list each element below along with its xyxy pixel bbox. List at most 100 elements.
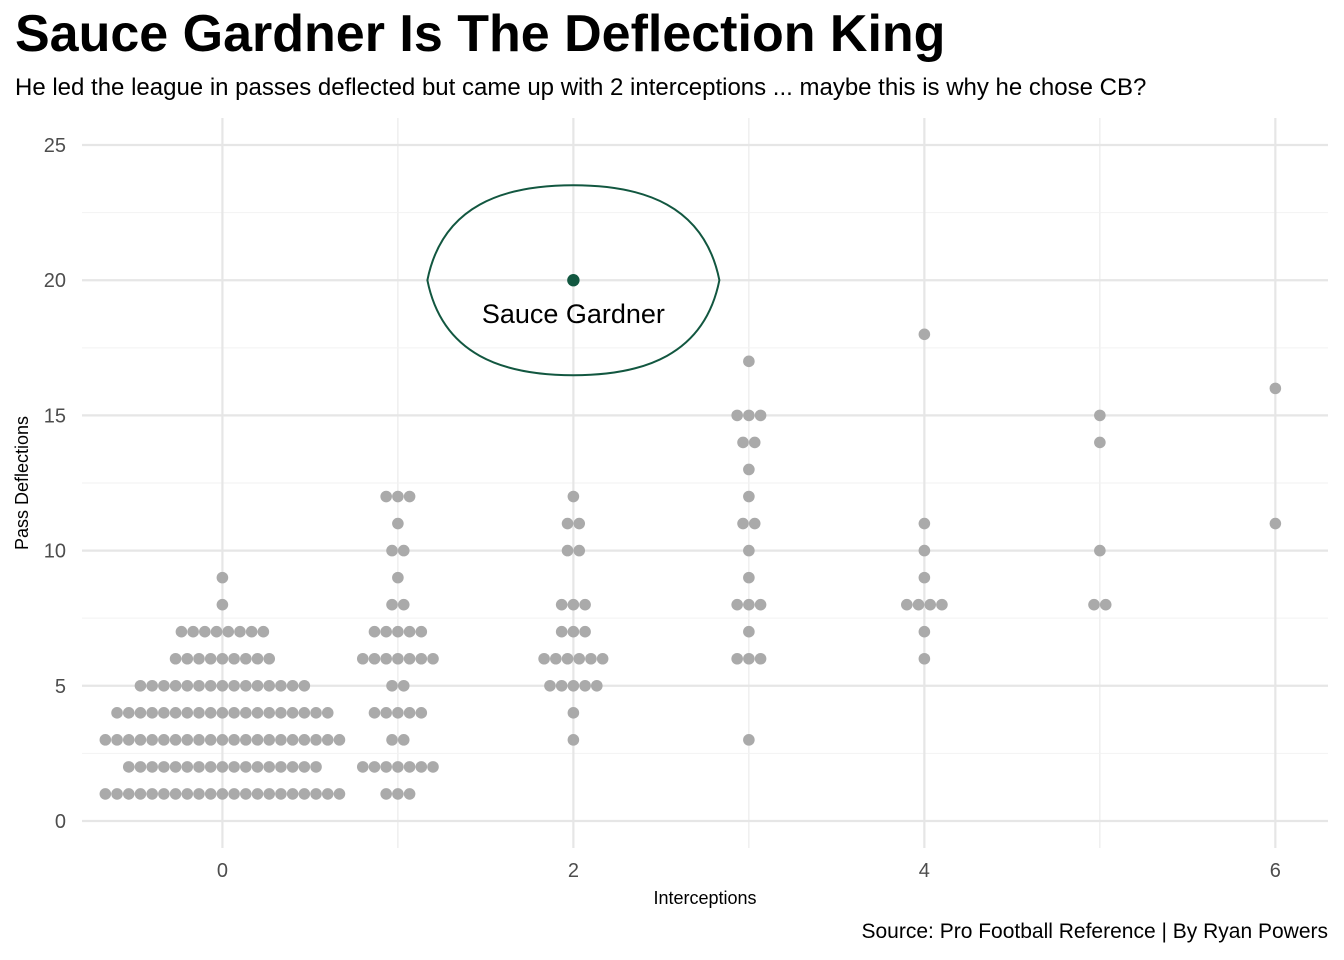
data-point: [99, 788, 112, 800]
data-point: [275, 761, 287, 773]
data-point: [386, 734, 398, 746]
y-tick-label: 15: [44, 405, 66, 427]
data-point: [567, 679, 580, 692]
data-point: [397, 598, 410, 611]
data-point: [146, 788, 158, 800]
data-point: [251, 788, 264, 800]
data-point: [743, 490, 755, 503]
data-point: [122, 734, 135, 746]
data-point: [298, 788, 311, 800]
data-point: [403, 788, 416, 800]
data-point: [1269, 517, 1282, 530]
data-point: [216, 652, 229, 665]
data-point: [240, 761, 252, 773]
data-point: [263, 788, 276, 800]
data-point: [228, 652, 240, 665]
data-point: [737, 436, 749, 449]
data-point: [169, 761, 182, 773]
data-point: [257, 625, 270, 638]
data-point: [737, 517, 749, 530]
data-point: [146, 761, 158, 773]
data-point: [122, 788, 135, 800]
data-point: [146, 707, 158, 719]
data-point: [748, 436, 761, 449]
football-outline: [426, 184, 721, 377]
data-point: [193, 761, 205, 773]
data-point: [380, 652, 392, 665]
data-point: [392, 761, 404, 773]
data-point: [731, 598, 743, 611]
data-point: [199, 625, 211, 638]
data-point: [901, 598, 913, 611]
data-point: [286, 679, 299, 692]
chart-caption: Source: Pro Football Reference | By Ryan…: [861, 920, 1328, 943]
data-point: [743, 409, 755, 422]
data-point: [380, 761, 392, 773]
data-point: [158, 761, 170, 773]
data-point: [275, 788, 287, 800]
data-point: [204, 788, 217, 800]
data-point: [1094, 544, 1106, 557]
data-point: [918, 517, 931, 530]
data-point: [743, 598, 755, 611]
data-point: [228, 761, 240, 773]
data-point: [743, 625, 755, 638]
data-point: [573, 652, 586, 665]
data-point: [204, 679, 217, 692]
data-point: [403, 761, 416, 773]
data-point: [240, 707, 252, 719]
data-point: [169, 734, 182, 746]
data-point: [918, 625, 931, 638]
data-point: [240, 734, 252, 746]
data-point: [169, 652, 182, 665]
data-point: [573, 517, 586, 530]
data-point: [193, 707, 205, 719]
data-point: [403, 652, 416, 665]
data-point: [321, 788, 334, 800]
data-point: [181, 734, 194, 746]
x-axis-title: Interceptions: [653, 888, 756, 908]
data-point: [386, 679, 398, 692]
data-point: [228, 707, 240, 719]
data-point: [158, 734, 170, 746]
data-point: [216, 707, 229, 719]
data-point: [251, 761, 264, 773]
data-point: [240, 652, 252, 665]
data-point: [936, 598, 948, 611]
data-point: [924, 598, 937, 611]
highlight-label: Sauce Gardner: [482, 299, 665, 329]
data-point: [368, 625, 381, 638]
data-point: [567, 598, 580, 611]
data-point: [222, 625, 235, 638]
data-point: [1088, 598, 1100, 611]
data-point: [204, 734, 217, 746]
y-tick-label: 5: [55, 676, 66, 698]
data-point: [567, 707, 580, 719]
data-point: [427, 652, 439, 665]
data-point: [134, 679, 147, 692]
data-point: [263, 707, 276, 719]
data-point: [415, 625, 428, 638]
data-point: [397, 544, 410, 557]
data-point: [380, 625, 392, 638]
data-point: [228, 734, 240, 746]
data-point: [134, 761, 147, 773]
data-point: [918, 328, 931, 341]
chart-title: Sauce Gardner Is The Deflection King: [15, 5, 946, 63]
data-point: [321, 734, 334, 746]
data-point: [415, 652, 428, 665]
data-point: [240, 788, 252, 800]
data-point: [403, 625, 416, 638]
data-point: [550, 652, 562, 665]
data-point: [234, 625, 246, 638]
y-tick-label: 20: [44, 270, 66, 292]
data-point: [158, 707, 170, 719]
data-point: [415, 761, 428, 773]
y-tick-label: 25: [44, 135, 66, 157]
data-point: [134, 734, 147, 746]
data-point: [298, 734, 311, 746]
data-point: [134, 788, 147, 800]
data-point: [169, 679, 182, 692]
data-point: [596, 652, 609, 665]
data-point: [743, 571, 755, 584]
